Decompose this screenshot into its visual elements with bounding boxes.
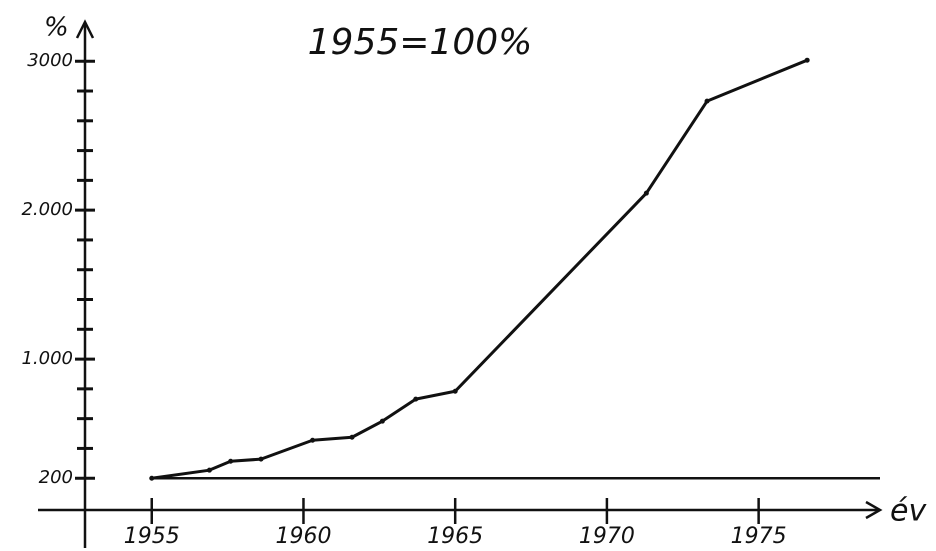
data-point <box>349 434 355 440</box>
data-point <box>804 57 810 63</box>
data-point <box>704 98 710 104</box>
chart-title: 1955=100% <box>308 22 533 63</box>
x-tick-label: 1970 <box>579 524 635 549</box>
y-tick-label: 200 <box>39 467 73 488</box>
data-point <box>413 396 419 402</box>
data-point <box>310 437 316 443</box>
data-point <box>149 475 155 481</box>
y-tick-label: 1.000 <box>21 348 73 369</box>
data-point <box>258 456 264 462</box>
x-tick-label: 1955 <box>124 524 180 549</box>
data-point <box>206 467 212 473</box>
data-point <box>643 190 649 196</box>
data-line <box>151 58 808 480</box>
y-tick-label: 2.000 <box>21 199 73 220</box>
x-tick-label: 1975 <box>731 524 787 549</box>
x-axis-arrow <box>865 500 883 520</box>
x-tick-label: 1960 <box>275 524 331 549</box>
y-axis-arrow <box>75 19 95 39</box>
y-tick-label: 3000 <box>27 50 73 71</box>
data-point <box>452 388 458 394</box>
data-point <box>228 458 234 464</box>
data-point <box>379 418 385 424</box>
x-tick-label: 1965 <box>427 524 483 549</box>
x-axis-label: év <box>890 494 927 529</box>
y-axis-label: % <box>44 13 69 43</box>
